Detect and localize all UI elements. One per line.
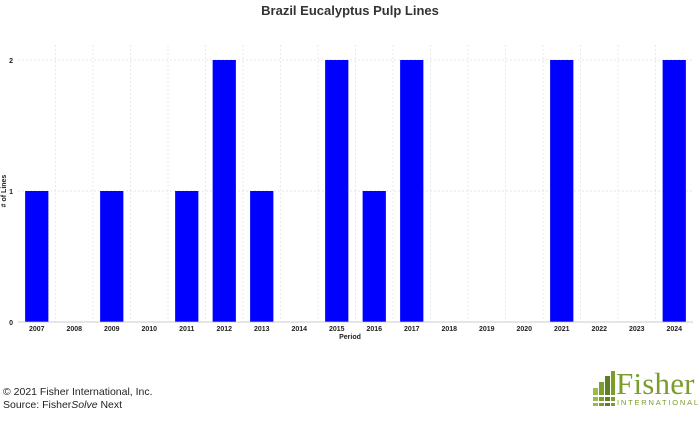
bar bbox=[325, 60, 349, 322]
bar bbox=[400, 60, 424, 322]
x-tick-label: 2018 bbox=[441, 326, 457, 333]
y-tick-label: 2 bbox=[9, 58, 13, 65]
y-tick-label: 0 bbox=[9, 320, 13, 327]
x-tick-label: 2014 bbox=[291, 326, 307, 333]
y-tick-label: 1 bbox=[9, 189, 13, 196]
source-text: Source: FisherSolve Next bbox=[3, 399, 122, 411]
bar bbox=[550, 60, 574, 322]
logo-sub: INTERNATIONAL bbox=[617, 398, 700, 407]
source-suffix: Next bbox=[97, 399, 123, 411]
fisher-logo: Fisher INTERNATIONAL bbox=[591, 366, 700, 408]
bar bbox=[100, 191, 124, 322]
bar bbox=[212, 60, 236, 322]
chart-title: Brazil Eucalyptus Pulp Lines bbox=[261, 3, 439, 18]
x-tick-label: 2021 bbox=[554, 326, 570, 333]
bar bbox=[175, 191, 199, 322]
bar bbox=[362, 191, 386, 322]
x-axis-label: Period bbox=[339, 334, 361, 341]
x-tick-label: 2017 bbox=[404, 326, 420, 333]
y-axis-label: # of Lines bbox=[1, 175, 8, 208]
x-tick-label: 2020 bbox=[516, 326, 532, 333]
x-tick-label: 2011 bbox=[179, 326, 194, 333]
x-tick-label: 2013 bbox=[254, 326, 270, 333]
copyright-text: © 2021 Fisher International, Inc. bbox=[3, 386, 153, 398]
bar bbox=[250, 191, 274, 322]
x-tick-label: 2023 bbox=[629, 326, 645, 333]
logo-word: Fisher bbox=[616, 366, 695, 401]
x-tick-label: 2019 bbox=[479, 326, 495, 333]
x-tick-label: 2012 bbox=[216, 326, 232, 333]
x-tick-label: 2009 bbox=[104, 326, 120, 333]
source-prefix: Source: Fisher bbox=[3, 399, 72, 411]
x-tick-label: 2010 bbox=[141, 326, 157, 333]
x-tick-label: 2015 bbox=[329, 326, 345, 333]
bar bbox=[25, 191, 49, 322]
x-tick-label: 2007 bbox=[29, 326, 45, 333]
x-tick-label: 2022 bbox=[591, 326, 607, 333]
x-tick-label: 2008 bbox=[66, 326, 82, 333]
logo-mark-icon bbox=[593, 371, 615, 406]
bar bbox=[662, 60, 686, 322]
x-tick-label: 2024 bbox=[666, 326, 682, 333]
x-tick-label: 2016 bbox=[366, 326, 382, 333]
source-italic: Solve bbox=[71, 399, 98, 411]
